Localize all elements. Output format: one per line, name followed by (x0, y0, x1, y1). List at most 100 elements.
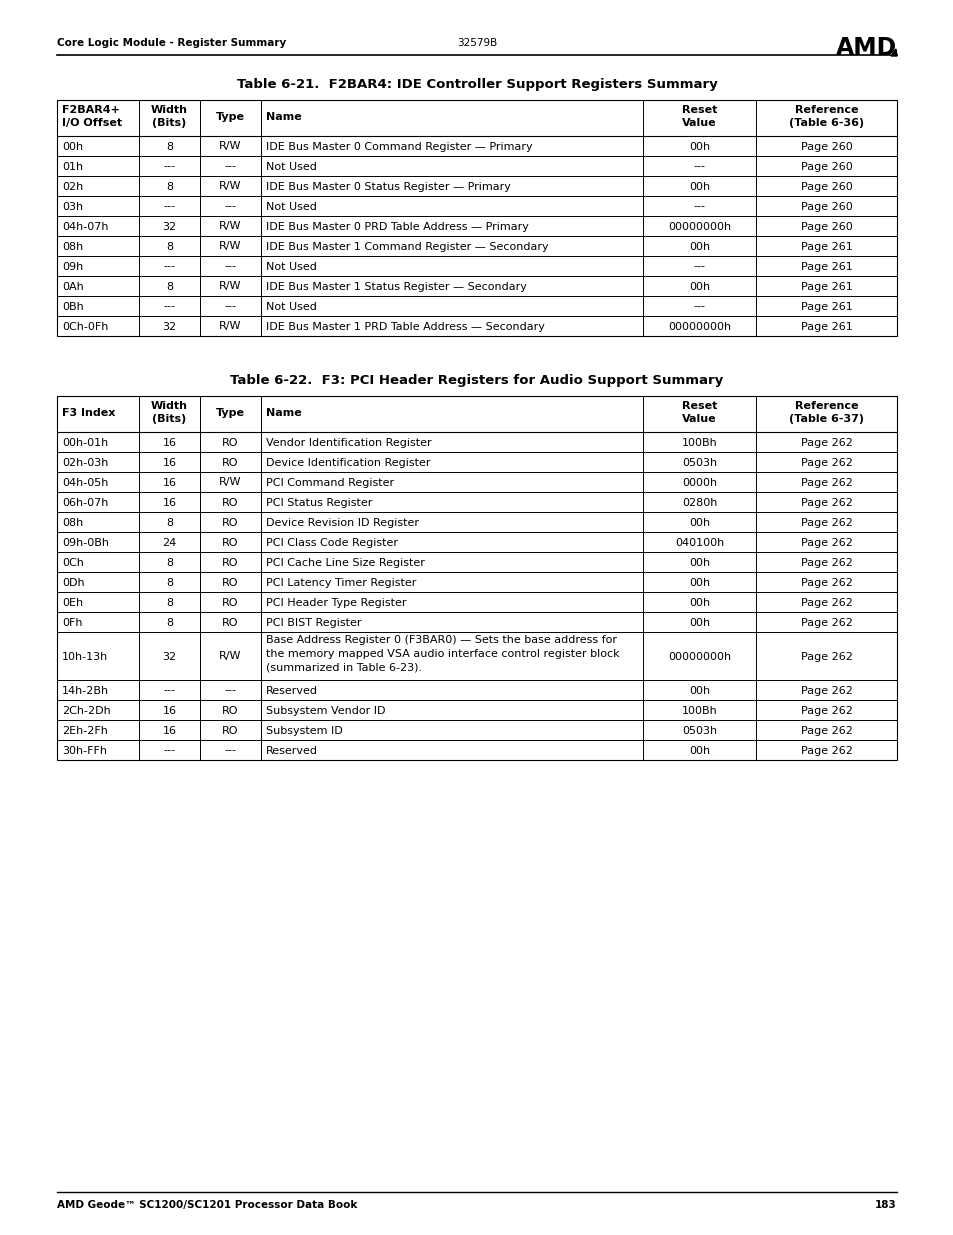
Text: Base Address Register 0 (F3BAR0) — Sets the base address for: Base Address Register 0 (F3BAR0) — Sets … (266, 635, 617, 645)
Text: R/W: R/W (219, 478, 241, 488)
Text: Page 260: Page 260 (800, 162, 851, 172)
Text: 16: 16 (162, 498, 176, 508)
Text: 183: 183 (874, 1200, 896, 1210)
Text: Page 260: Page 260 (800, 182, 851, 191)
Text: (summarized in Table 6-23).: (summarized in Table 6-23). (266, 663, 421, 673)
Text: 0503h: 0503h (681, 725, 717, 736)
Text: Table 6-21.  F2BAR4: IDE Controller Support Registers Summary: Table 6-21. F2BAR4: IDE Controller Suppo… (236, 78, 717, 91)
Text: Table 6-22.  F3: PCI Header Registers for Audio Support Summary: Table 6-22. F3: PCI Header Registers for… (230, 374, 723, 387)
Text: RO: RO (222, 498, 238, 508)
Text: Width: Width (151, 105, 188, 115)
Text: 00h: 00h (688, 142, 709, 152)
Text: 32: 32 (162, 221, 176, 231)
Text: Value: Value (681, 414, 716, 424)
Text: 0Bh: 0Bh (62, 301, 84, 311)
Text: ---: --- (163, 201, 175, 211)
Text: ---: --- (224, 201, 236, 211)
Text: 16: 16 (162, 705, 176, 715)
Text: F3 Index: F3 Index (62, 408, 115, 417)
Text: Page 262: Page 262 (800, 618, 852, 627)
Text: Subsystem ID: Subsystem ID (266, 725, 342, 736)
Text: Page 260: Page 260 (800, 142, 851, 152)
Text: IDE Bus Master 1 Command Register — Secondary: IDE Bus Master 1 Command Register — Seco… (266, 242, 548, 252)
Text: 0Eh: 0Eh (62, 598, 83, 608)
Text: IDE Bus Master 0 Command Register — Primary: IDE Bus Master 0 Command Register — Prim… (266, 142, 532, 152)
Text: ---: --- (163, 301, 175, 311)
Text: Page 261: Page 261 (800, 282, 851, 291)
Text: Type: Type (215, 111, 245, 121)
Text: 8: 8 (166, 517, 172, 527)
Text: ---: --- (693, 262, 705, 272)
Text: (Bits): (Bits) (152, 414, 187, 424)
Text: IDE Bus Master 0 Status Register — Primary: IDE Bus Master 0 Status Register — Prima… (266, 182, 511, 191)
Text: 8: 8 (166, 618, 172, 627)
Text: Page 262: Page 262 (800, 557, 852, 568)
Text: 00h: 00h (62, 142, 83, 152)
Text: Not Used: Not Used (266, 201, 316, 211)
Text: 00h: 00h (688, 557, 709, 568)
Text: Page 260: Page 260 (800, 221, 851, 231)
Text: 04h-07h: 04h-07h (62, 221, 109, 231)
Text: 06h-07h: 06h-07h (62, 498, 109, 508)
Text: 24: 24 (162, 537, 176, 547)
Text: IDE Bus Master 1 PRD Table Address — Secondary: IDE Bus Master 1 PRD Table Address — Sec… (266, 321, 544, 331)
Text: Page 262: Page 262 (800, 437, 852, 447)
Text: Type: Type (215, 408, 245, 417)
Text: 100Bh: 100Bh (680, 437, 717, 447)
Text: 040100h: 040100h (674, 537, 723, 547)
Text: 8: 8 (166, 242, 172, 252)
Text: F2BAR4+: F2BAR4+ (62, 105, 120, 115)
Text: Page 261: Page 261 (800, 301, 851, 311)
Text: 32: 32 (162, 321, 176, 331)
Text: 01h: 01h (62, 162, 83, 172)
Text: 16: 16 (162, 725, 176, 736)
Text: RO: RO (222, 598, 238, 608)
Text: 03h: 03h (62, 201, 83, 211)
Text: Page 262: Page 262 (800, 746, 852, 756)
Text: R/W: R/W (219, 321, 241, 331)
Text: Reference: Reference (794, 401, 858, 411)
Text: Vendor Identification Register: Vendor Identification Register (266, 437, 431, 447)
Text: 10h-13h: 10h-13h (62, 652, 108, 662)
Text: Page 262: Page 262 (800, 498, 852, 508)
Text: 0000h: 0000h (681, 478, 717, 488)
Text: Page 261: Page 261 (800, 242, 851, 252)
Text: ---: --- (224, 162, 236, 172)
Text: 00h-01h: 00h-01h (62, 437, 108, 447)
Text: Reset: Reset (681, 401, 717, 411)
Text: Page 262: Page 262 (800, 457, 852, 468)
Text: 8: 8 (166, 557, 172, 568)
Text: 14h-2Bh: 14h-2Bh (62, 685, 109, 695)
Text: Page 261: Page 261 (800, 321, 851, 331)
Text: IDE Bus Master 1 Status Register — Secondary: IDE Bus Master 1 Status Register — Secon… (266, 282, 526, 291)
Text: Page 262: Page 262 (800, 598, 852, 608)
Text: 8: 8 (166, 142, 172, 152)
Text: 00h: 00h (688, 517, 709, 527)
Text: 0Dh: 0Dh (62, 578, 85, 588)
Text: 00h: 00h (688, 182, 709, 191)
Text: RO: RO (222, 537, 238, 547)
Text: 02h: 02h (62, 182, 83, 191)
Text: Subsystem Vendor ID: Subsystem Vendor ID (266, 705, 385, 715)
Text: R/W: R/W (219, 182, 241, 191)
Text: 09h-0Bh: 09h-0Bh (62, 537, 109, 547)
Text: 04h-05h: 04h-05h (62, 478, 109, 488)
Text: (Table 6-37): (Table 6-37) (788, 414, 863, 424)
Text: 2Eh-2Fh: 2Eh-2Fh (62, 725, 108, 736)
Text: Page 262: Page 262 (800, 725, 852, 736)
Text: AMD Geode™ SC1200/SC1201 Processor Data Book: AMD Geode™ SC1200/SC1201 Processor Data … (57, 1200, 357, 1210)
Text: 16: 16 (162, 457, 176, 468)
Text: AMD: AMD (835, 36, 896, 61)
Text: 8: 8 (166, 578, 172, 588)
Text: RO: RO (222, 705, 238, 715)
Text: 8: 8 (166, 598, 172, 608)
Text: ---: --- (224, 746, 236, 756)
Text: RO: RO (222, 437, 238, 447)
Text: Page 262: Page 262 (800, 478, 852, 488)
Text: the memory mapped VSA audio interface control register block: the memory mapped VSA audio interface co… (266, 650, 619, 659)
Text: R/W: R/W (219, 652, 241, 662)
Text: Name: Name (266, 408, 301, 417)
Text: ---: --- (163, 262, 175, 272)
Text: Reserved: Reserved (266, 746, 317, 756)
Text: 00h: 00h (688, 598, 709, 608)
